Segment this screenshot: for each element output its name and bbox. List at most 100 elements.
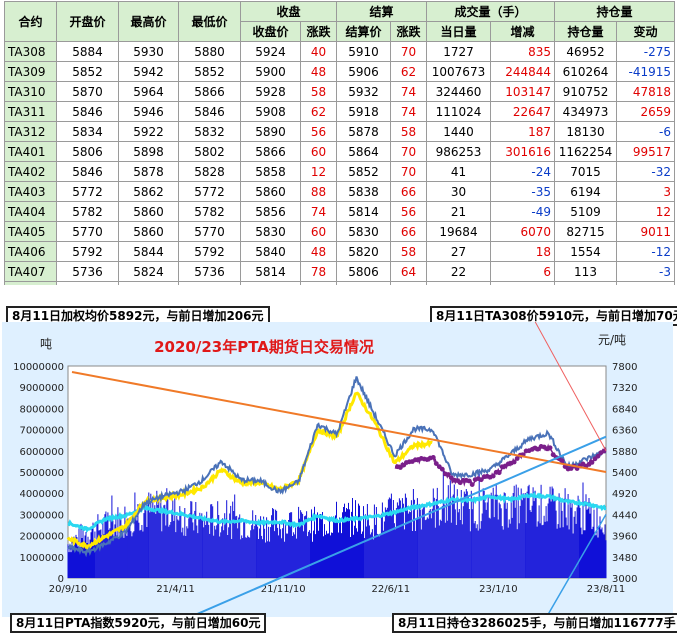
y-right-tick-label: 4440 <box>612 510 637 521</box>
col-settle-chg: 涨跌 <box>390 21 427 42</box>
col-low: 最低价 <box>178 1 241 42</box>
cell-high: 5898 <box>118 141 179 162</box>
cell-oichg: -32 <box>616 161 675 182</box>
col-close: 收盘价 <box>240 21 301 42</box>
cell-oichg: 99517 <box>616 141 675 162</box>
cell-oi: 910752 <box>554 81 617 102</box>
y-right-tick-label: 5400 <box>612 468 637 479</box>
table-row: TA403 5772 5862 5772 5860 88 5838 66 30 -35 6194 3 <box>4 181 675 202</box>
cell-name: TA311 <box>4 101 57 122</box>
cell-open: 5772 <box>56 181 119 202</box>
cell-low: 5866 <box>178 81 241 102</box>
col-close-chg: 涨跌 <box>300 21 337 42</box>
trend-line-blue <box>187 435 607 619</box>
callout-pta-index: 8月11日PTA指数5920元，与前日增加60元 <box>10 613 267 633</box>
y-right-tick-label: 6840 <box>612 404 637 415</box>
col-volume-chg: 增减 <box>490 21 555 42</box>
leader-line-red <box>531 315 607 452</box>
y-right-tick-label: 4920 <box>612 489 637 500</box>
y-left-tick-label: 0 <box>58 574 64 585</box>
y-left-tick-label: 1000000 <box>19 553 64 564</box>
pta-chart: 0 1000000 2000000 3000000 4000000 5000000 6000… <box>13 315 637 619</box>
table-row: TA406 5792 5844 5792 5840 48 5820 58 27 18 1554 -12 <box>4 241 675 262</box>
cell-settle: 5910 <box>336 41 391 62</box>
cell-vchg: 18 <box>490 241 555 262</box>
cell-low: 5772 <box>178 181 241 202</box>
cell-close: 5856 <box>240 201 301 222</box>
cell-close: 5890 <box>240 121 301 142</box>
cell-open: 5834 <box>56 121 119 142</box>
x-tick-label: 23/8/11 <box>587 584 626 595</box>
y-right-tick-label: 7800 <box>612 362 637 373</box>
cell-vol: 22 <box>426 261 491 282</box>
cell-oi: 610264 <box>554 61 617 82</box>
cell-vol: 1440 <box>426 121 491 142</box>
cell-schg: 74 <box>390 81 427 102</box>
col-contract: 合约 <box>4 1 57 42</box>
cell-vchg: 103147 <box>490 81 555 102</box>
chart-area: 0 1000000 2000000 3000000 4000000 5000000 6000… <box>2 315 673 619</box>
cell-vchg: 22647 <box>490 101 555 122</box>
col-volume: 当日量 <box>426 21 491 42</box>
cell-vchg: -49 <box>490 201 555 222</box>
cell-schg: 70 <box>390 141 427 162</box>
table-row: TA312 5834 5922 5832 5890 56 5878 58 1440 187 1813… <box>4 121 675 142</box>
series-price-line <box>67 376 606 558</box>
leader-line-blue <box>545 514 607 619</box>
cell-chg: 40 <box>300 41 337 62</box>
cell-name: TA403 <box>4 181 57 202</box>
cell-close: 5924 <box>240 41 301 62</box>
x-tick-label: 21/11/10 <box>261 584 306 595</box>
cell-oi: 113 <box>554 261 617 282</box>
cell-high: 5922 <box>118 121 179 142</box>
cell-high: 5844 <box>118 241 179 262</box>
table-row: TA311 5846 5946 5846 5908 62 5918 74 111024 22647… <box>4 101 675 122</box>
y-right-tick-label: 5880 <box>612 447 637 458</box>
cell-high: 5942 <box>118 61 179 82</box>
cell-low: 5770 <box>178 221 241 242</box>
cell-settle: 5864 <box>336 141 391 162</box>
y-left-tick-label: 5000000 <box>19 468 64 479</box>
cell-open: 5782 <box>56 201 119 222</box>
cell-name: TA309 <box>4 61 57 82</box>
table-row: TA308 5884 5930 5880 5924 40 5910 70 1727 835 4695… <box>4 41 675 62</box>
cell-close: 5860 <box>240 181 301 202</box>
table-header-top: 合约 开盘价 最高价 最低价 收盘 结算 成交量（手） 持仓量 <box>4 1 675 42</box>
cell-high: 5824 <box>118 261 179 282</box>
cell-schg: 66 <box>390 181 427 202</box>
cell-schg: 70 <box>390 41 427 62</box>
y-right-label: 元/吨 <box>598 333 626 347</box>
cell-close: 5908 <box>240 101 301 122</box>
cell-open: 5846 <box>56 161 119 182</box>
cell-high: 5862 <box>118 181 179 202</box>
y-left-tick-label: 2000000 <box>19 532 64 543</box>
x-tick-label: 21/4/11 <box>156 584 195 595</box>
table-row: TA401 5806 5898 5802 5866 60 5864 70 986253 30161… <box>4 141 675 162</box>
cell-schg: 62 <box>390 61 427 82</box>
table-row: TA402 5846 5878 5828 5858 12 5852 70 41 -24 7015 -3… <box>4 161 675 182</box>
cell-vol: 41 <box>426 161 491 182</box>
cell-open: 5870 <box>56 81 119 102</box>
cell-low: 5832 <box>178 121 241 142</box>
col-oi-group: 持仓量 <box>554 1 675 22</box>
cell-high: 5860 <box>118 201 179 222</box>
cell-name: TA308 <box>4 41 57 62</box>
cell-settle: 5932 <box>336 81 391 102</box>
cell-high: 5946 <box>118 101 179 122</box>
y-right-tick-label: 3480 <box>612 553 637 564</box>
cell-open: 5884 <box>56 41 119 62</box>
cell-close: 5814 <box>240 261 301 282</box>
cell-oichg: 9011 <box>616 221 675 242</box>
cell-close: 5840 <box>240 241 301 262</box>
cell-schg: 56 <box>390 201 427 222</box>
cell-schg: 66 <box>390 221 427 242</box>
cell-oi: 1554 <box>554 241 617 262</box>
table-row: TA309 5852 5942 5852 5900 48 5906 62 1007673 2448… <box>4 61 675 82</box>
table-row: TA405 5770 5860 5770 5830 60 5830 66 19684 6070 82… <box>4 221 675 242</box>
x-tick-label: 23/1/10 <box>479 584 518 595</box>
cell-settle: 5830 <box>336 221 391 242</box>
col-settle-group: 结算 <box>336 1 427 22</box>
y-left-label: 吨 <box>40 337 52 351</box>
cell-oichg: -6 <box>616 121 675 142</box>
cell-chg: 62 <box>300 101 337 122</box>
